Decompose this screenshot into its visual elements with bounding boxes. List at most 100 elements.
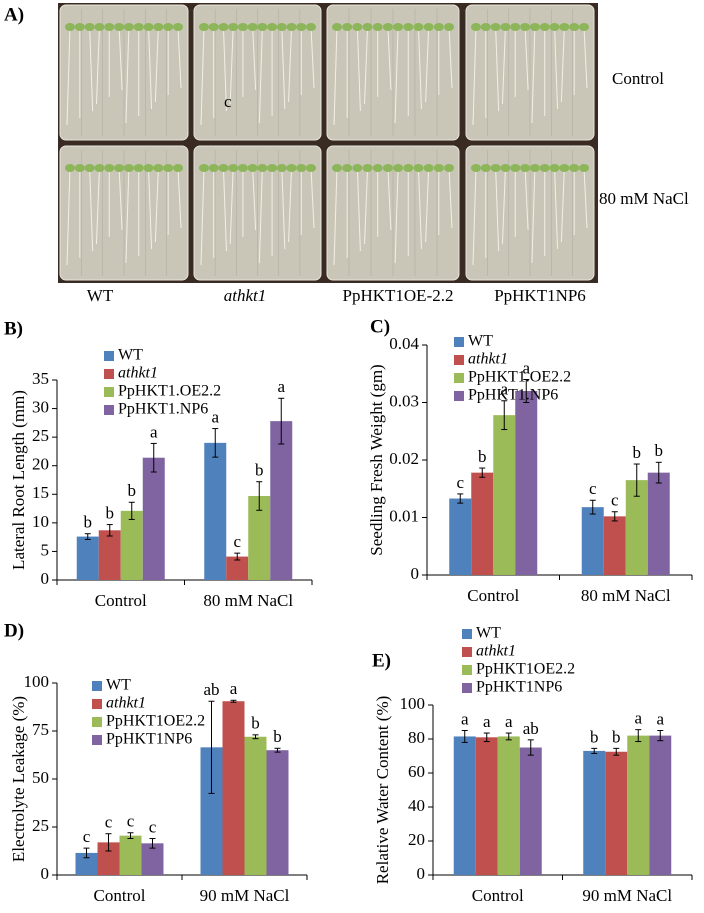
bar [75, 852, 98, 875]
root [310, 26, 315, 89]
leaf [529, 164, 540, 172]
bar [97, 842, 120, 875]
leaf [218, 23, 229, 31]
leaf [208, 164, 219, 172]
root [95, 26, 100, 105]
legend-label: WT [476, 625, 501, 642]
root [200, 167, 205, 266]
leaf [199, 164, 209, 172]
significance-letter: b [590, 727, 599, 746]
significance-letter: c [149, 817, 157, 836]
bar [649, 735, 672, 875]
root [89, 26, 94, 112]
legend-swatch [104, 387, 114, 397]
plates [59, 4, 595, 281]
root [501, 167, 506, 245]
leaf [276, 23, 287, 31]
root [310, 167, 315, 229]
leaf [296, 23, 307, 31]
significance-letter: a [230, 679, 238, 698]
root [125, 167, 130, 264]
legend-swatch [462, 629, 472, 639]
root [524, 26, 529, 91]
significance-letter: a [483, 712, 491, 731]
bar [119, 835, 142, 875]
leaf [237, 164, 248, 172]
root [95, 167, 100, 245]
leaf [276, 164, 287, 172]
legend-label: PpHKT1OE2.2 [476, 661, 575, 678]
root [333, 26, 338, 126]
leaf [74, 23, 85, 31]
legend-swatch [454, 355, 464, 365]
root [472, 26, 477, 126]
bar [120, 510, 143, 580]
x-tick-label: Control [95, 591, 147, 610]
panel-label: D) [4, 620, 24, 641]
leaf [114, 164, 125, 172]
significance-letter: b [478, 447, 487, 466]
leaf [153, 23, 164, 31]
column-label: PpHKT1OE-2.2 [343, 286, 454, 305]
root [501, 26, 506, 105]
y-tick-label: 100 [24, 672, 50, 691]
bar [453, 736, 476, 875]
significance-letter: a [277, 377, 285, 396]
root [200, 26, 205, 126]
leaf [228, 164, 239, 172]
legend-label: athkt1 [118, 365, 158, 382]
significance-letter: b [251, 714, 260, 733]
leaf [228, 23, 239, 31]
root [495, 167, 500, 252]
root [177, 167, 182, 229]
bar [515, 391, 538, 575]
leaf [247, 23, 258, 31]
significance-letter: c [456, 473, 464, 492]
row-label: Control [612, 69, 664, 88]
leaf [559, 164, 570, 172]
leaf [520, 164, 531, 172]
leaf [393, 164, 404, 172]
y-axis-title: Relative Water Content (%) [373, 696, 392, 885]
leaf [267, 23, 278, 31]
y-tick-label: 0.03 [389, 391, 419, 410]
legend-swatch [462, 683, 472, 693]
bar [266, 750, 289, 875]
y-tick-label: 75 [32, 720, 49, 739]
leaf [306, 164, 316, 172]
leaf [267, 164, 278, 172]
leaf [549, 23, 560, 31]
significance-letter: ab [523, 719, 539, 738]
leaf [539, 164, 550, 172]
leaf [332, 164, 342, 172]
root [531, 26, 536, 124]
root [583, 26, 588, 89]
panel-label: E) [372, 650, 391, 671]
significance-letter: a [522, 358, 530, 377]
leaf [306, 23, 316, 31]
bar [248, 496, 271, 580]
bar [222, 701, 245, 875]
y-tick-label: 60 [408, 762, 425, 781]
significance-letter: c [233, 532, 241, 551]
y-tick-label: 15 [32, 483, 49, 502]
bar [605, 751, 628, 875]
bar [583, 750, 606, 875]
leaf [153, 164, 164, 172]
y-tick-label: 0.04 [389, 334, 419, 353]
root [89, 167, 94, 252]
y-tick-label: 20 [408, 830, 425, 849]
leaf [104, 23, 115, 31]
y-tick-label: 0 [417, 864, 426, 883]
bar [475, 737, 498, 875]
panel-label: A) [4, 4, 24, 25]
root [281, 26, 286, 110]
root [66, 26, 71, 126]
root [364, 26, 369, 105]
x-tick-label: Control [94, 886, 146, 905]
root [394, 26, 399, 124]
y-axis-title: Lateral Root Length (mm) [9, 390, 28, 570]
root [417, 26, 422, 110]
significance-letter: c [589, 479, 597, 498]
significance-letter: c [611, 491, 619, 510]
